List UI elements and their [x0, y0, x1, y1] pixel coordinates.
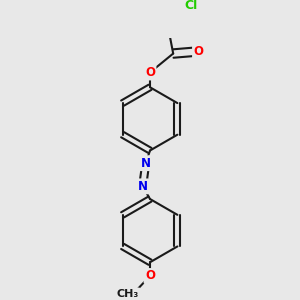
Text: N: N — [138, 180, 148, 193]
Text: Cl: Cl — [184, 0, 198, 11]
Text: O: O — [145, 269, 155, 283]
Text: O: O — [194, 45, 203, 58]
Text: N: N — [141, 157, 151, 170]
Text: O: O — [145, 66, 155, 79]
Text: CH₃: CH₃ — [117, 289, 139, 299]
